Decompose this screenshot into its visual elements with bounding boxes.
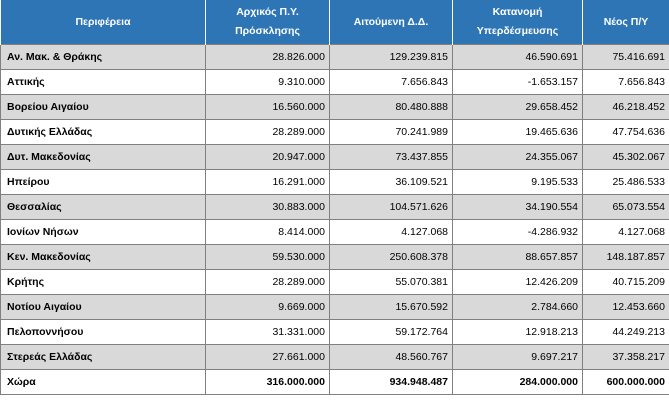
header-new-budget: Νέος Π/Υ [582,0,669,45]
new-budget-cell: 65.073.554 [582,194,669,220]
new-budget-cell: 148.187.857 [582,244,669,270]
table-row: Δυτ. Μακεδονίας 20.947.000 73.437.855 24.35… [0,144,669,170]
header-row: Περιφέρεια Αρχικός Π.Υ. Πρόσκλησης Αιτούμ… [0,0,669,45]
initial-budget-cell: 28.289.000 [205,269,330,295]
header-requested: Αιτούμενη Δ.Δ. [329,0,453,45]
region-cell: Ηπείρου [0,169,206,195]
allocation-cell: 88.657.857 [452,244,583,270]
region-cell: Θεσσαλίας [0,194,206,220]
requested-cell: 934.948.487 [329,369,453,395]
initial-budget-cell: 16.291.000 [205,169,330,195]
new-budget-cell: 37.358.217 [582,344,669,370]
table-row: Ιονίων Νήσων 8.414.000 4.127.068 -4.286.932… [0,219,669,245]
new-budget-cell: 25.486.533 [582,169,669,195]
allocation-cell: 284.000.000 [452,369,583,395]
table-row: Ηπείρου 16.291.000 36.109.521 9.195.533 25.4… [0,169,669,195]
new-budget-cell: 40.715.209 [582,269,669,295]
allocation-cell: 34.190.554 [452,194,583,220]
new-budget-cell: 4.127.068 [582,219,669,245]
allocation-cell: 9.195.533 [452,169,583,195]
header-initial-budget: Αρχικός Π.Υ. Πρόσκλησης [205,0,330,45]
region-cell: Κρήτης [0,269,206,295]
initial-budget-cell: 8.414.000 [205,219,330,245]
new-budget-cell: 7.656.843 [582,69,669,95]
requested-cell: 55.070.381 [329,269,453,295]
initial-budget-cell: 28.289.000 [205,119,330,145]
header-initial-budget-label: Αρχικός Π.Υ. Πρόσκλησης [235,6,300,37]
table-row: Θεσσαλίας 30.883.000 104.571.626 34.190.554… [0,194,669,220]
requested-cell: 15.670.592 [329,294,453,320]
region-cell: Δυτ. Μακεδονίας [0,144,206,170]
allocation-cell: 12.426.209 [452,269,583,295]
table-row: Αττικής 9.310.000 7.656.843 -1.653.157 7.656… [0,69,669,95]
region-cell: Πελοποννήσου [0,319,206,345]
region-cell: Νοτίου Αιγαίου [0,294,206,320]
requested-cell: 250.608.378 [329,244,453,270]
initial-budget-cell: 16.560.000 [205,94,330,120]
table-header: Περιφέρεια Αρχικός Π.Υ. Πρόσκλησης Αιτούμ… [0,0,669,45]
table-row: Κρήτης 28.289.000 55.070.381 12.426.209 40.7… [0,269,669,295]
header-allocation: Κατανομή Υπερδέσμευσης [452,0,583,45]
region-cell: Στερεάς Ελλάδας [0,344,206,370]
initial-budget-cell: 9.669.000 [205,294,330,320]
table-row: Δυτικής Ελλάδας 28.289.000 70.241.989 19.46… [0,119,669,145]
requested-cell: 4.127.068 [329,219,453,245]
allocation-cell: 19.465.636 [452,119,583,145]
initial-budget-cell: 20.947.000 [205,144,330,170]
region-cell: Βορείου Αιγαίου [0,94,206,120]
header-region: Περιφέρεια [0,0,206,45]
region-cell: Αττικής [0,69,206,95]
requested-cell: 129.239.815 [329,44,453,70]
total-row: Χώρα 316.000.000 934.948.487 284.000.000 600… [0,369,669,395]
allocation-cell: 2.784.660 [452,294,583,320]
table-row: Αν. Μακ. & Θράκης 28.826.000 129.239.815 46… [0,44,669,70]
allocation-cell: -4.286.932 [452,219,583,245]
table-row: Στερεάς Ελλάδας 27.661.000 48.560.767 9.697… [0,344,669,370]
table-row: Νοτίου Αιγαίου 9.669.000 15.670.592 2.784.6… [0,294,669,320]
requested-cell: 59.172.764 [329,319,453,345]
initial-budget-cell: 31.331.000 [205,319,330,345]
new-budget-cell: 46.218.452 [582,94,669,120]
header-allocation-label: Κατανομή Υπερδέσμευσης [476,6,559,37]
region-cell: Κεν. Μακεδονίας [0,244,206,270]
table-row: Πελοποννήσου 31.331.000 59.172.764 12.918.2… [0,319,669,345]
allocation-cell: -1.653.157 [452,69,583,95]
requested-cell: 104.571.626 [329,194,453,220]
allocation-cell: 46.590.691 [452,44,583,70]
table-body: Αν. Μακ. & Θράκης 28.826.000 129.239.815 46… [0,44,669,395]
allocation-cell: 29.658.452 [452,94,583,120]
new-budget-cell: 600.000.000 [582,369,669,395]
regional-budget-table: Περιφέρεια Αρχικός Π.Υ. Πρόσκλησης Αιτούμ… [0,0,669,395]
requested-cell: 48.560.767 [329,344,453,370]
initial-budget-cell: 59.530.000 [205,244,330,270]
allocation-cell: 12.918.213 [452,319,583,345]
region-cell: Αν. Μακ. & Θράκης [0,44,206,70]
initial-budget-cell: 316.000.000 [205,369,330,395]
new-budget-cell: 47.754.636 [582,119,669,145]
new-budget-cell: 44.249.213 [582,319,669,345]
requested-cell: 36.109.521 [329,169,453,195]
region-cell: Δυτικής Ελλάδας [0,119,206,145]
region-cell: Ιονίων Νήσων [0,219,206,245]
initial-budget-cell: 9.310.000 [205,69,330,95]
region-cell: Χώρα [0,369,206,395]
allocation-cell: 9.697.217 [452,344,583,370]
initial-budget-cell: 30.883.000 [205,194,330,220]
requested-cell: 80.480.888 [329,94,453,120]
initial-budget-cell: 27.661.000 [205,344,330,370]
table-row: Βορείου Αιγαίου 16.560.000 80.480.888 29.65… [0,94,669,120]
requested-cell: 70.241.989 [329,119,453,145]
allocation-cell: 24.355.067 [452,144,583,170]
requested-cell: 73.437.855 [329,144,453,170]
new-budget-cell: 75.416.691 [582,44,669,70]
requested-cell: 7.656.843 [329,69,453,95]
table-row: Κεν. Μακεδονίας 59.530.000 250.608.378 88.6… [0,244,669,270]
initial-budget-cell: 28.826.000 [205,44,330,70]
new-budget-cell: 12.453.660 [582,294,669,320]
new-budget-cell: 45.302.067 [582,144,669,170]
